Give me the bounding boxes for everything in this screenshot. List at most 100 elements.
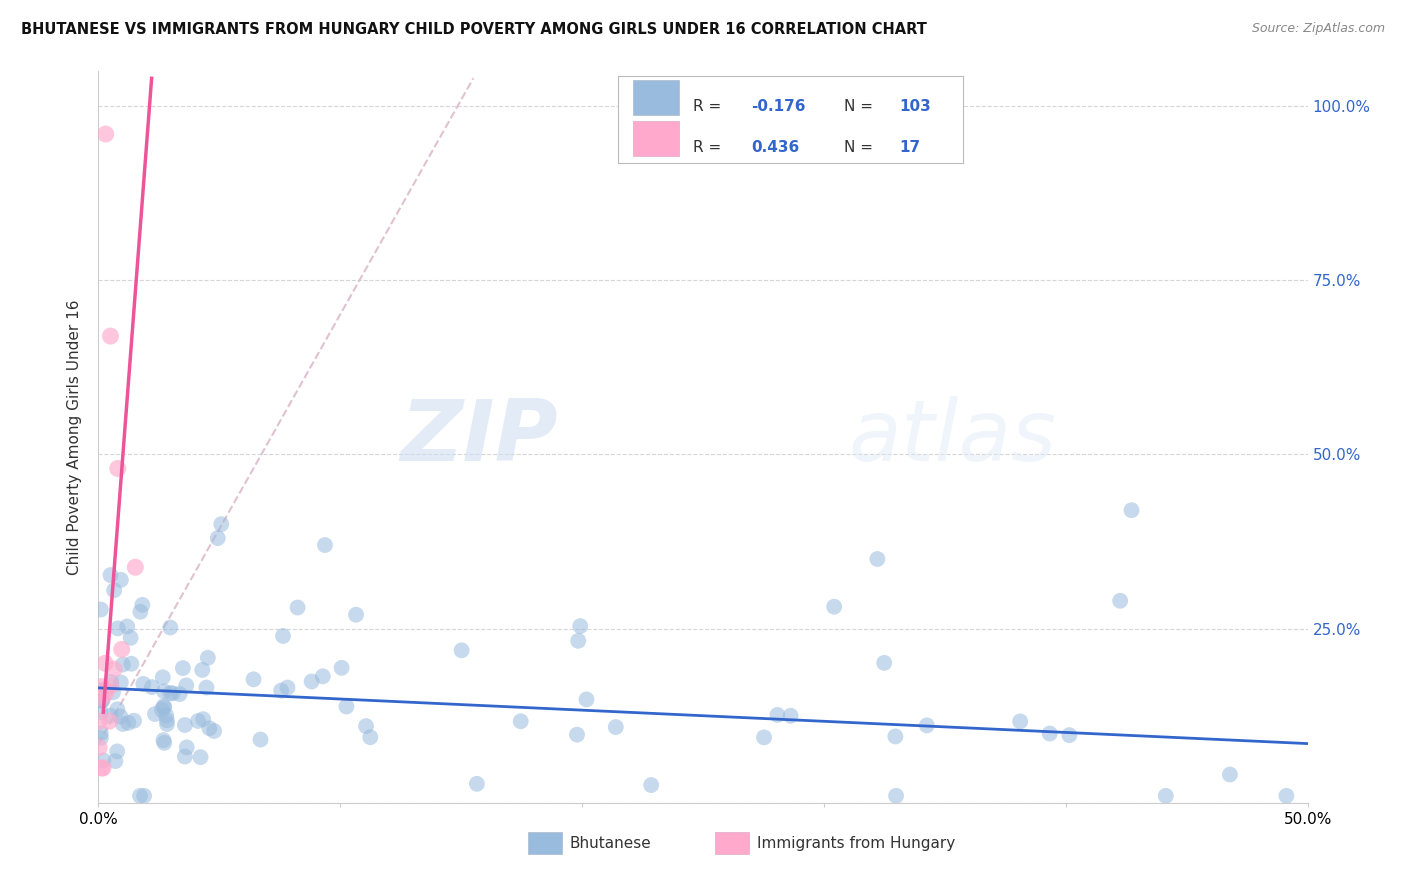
Text: 0.436: 0.436 (751, 140, 800, 154)
Point (766, 708, 789, 723)
Point (152, 699, 174, 714)
Point (100, 674, 122, 689)
Point (110, 573, 132, 587)
Point (509, 714, 531, 729)
Point (143, 706, 166, 721)
Point (174, 678, 197, 692)
Point (330, 661, 353, 675)
Point (752, 731, 775, 745)
Point (152, 733, 174, 747)
Point (90, 680, 112, 694)
Point (124, 560, 146, 574)
Point (90, 694, 112, 708)
Point (271, 629, 294, 643)
Point (110, 675, 132, 690)
Point (162, 686, 184, 700)
Point (915, 718, 938, 732)
Point (100, 708, 122, 723)
Point (1039, 726, 1062, 740)
Point (202, 724, 225, 739)
Text: N =: N = (845, 99, 879, 114)
Point (344, 607, 367, 622)
Point (873, 656, 896, 670)
Point (207, 531, 229, 545)
Point (287, 600, 309, 615)
Point (335, 699, 357, 714)
Point (779, 708, 801, 723)
Point (173, 718, 195, 732)
Point (242, 673, 264, 687)
Point (111, 657, 134, 672)
Point (100, 568, 122, 582)
Point (100, 329, 122, 343)
Point (173, 749, 195, 764)
Point (111, 717, 134, 731)
Point (94, 683, 117, 698)
Point (129, 605, 152, 619)
Point (90, 705, 112, 719)
Point (575, 692, 598, 706)
Text: atlas: atlas (848, 395, 1056, 479)
Point (156, 717, 179, 731)
Point (190, 750, 212, 764)
Point (152, 670, 174, 684)
Point (159, 620, 181, 634)
Point (450, 643, 472, 657)
Point (111, 642, 134, 657)
Text: R =: R = (693, 99, 727, 114)
Point (270, 683, 292, 698)
Point (105, 702, 128, 716)
Point (465, 777, 488, 791)
Point (567, 633, 589, 648)
Text: Immigrants from Hungary: Immigrants from Hungary (758, 836, 956, 851)
Text: ZIP: ZIP (401, 395, 558, 479)
Text: Bhutanese: Bhutanese (569, 836, 652, 851)
Point (132, 789, 155, 803)
Point (197, 650, 219, 665)
Point (90, 690, 112, 705)
Point (884, 789, 907, 803)
Point (101, 685, 124, 699)
Point (169, 687, 191, 701)
Point (103, 583, 125, 598)
Point (120, 657, 142, 671)
Point (141, 680, 163, 694)
Text: N =: N = (845, 140, 879, 154)
Point (172, 661, 194, 675)
Point (359, 730, 381, 744)
Point (100, 679, 122, 693)
Point (107, 461, 129, 475)
Point (354, 719, 377, 733)
Point (122, 714, 145, 728)
Point (129, 789, 152, 803)
Point (249, 732, 271, 747)
Point (193, 712, 215, 726)
Point (115, 619, 138, 633)
Point (94, 687, 117, 701)
Point (155, 708, 177, 723)
Point (159, 686, 181, 700)
Point (191, 663, 214, 677)
Point (312, 669, 335, 683)
Point (90, 731, 112, 745)
Point (187, 714, 209, 728)
Point (1121, 503, 1143, 517)
Point (153, 684, 176, 698)
Point (156, 714, 179, 728)
FancyBboxPatch shape (633, 80, 679, 115)
FancyBboxPatch shape (716, 832, 749, 854)
Point (276, 681, 298, 695)
Point (90, 682, 112, 697)
Point (131, 598, 153, 612)
Point (90, 761, 112, 775)
Point (132, 677, 155, 691)
FancyBboxPatch shape (527, 832, 561, 854)
Point (1109, 594, 1132, 608)
FancyBboxPatch shape (619, 77, 963, 163)
Point (94, 657, 117, 671)
Point (107, 621, 129, 635)
Point (301, 674, 323, 689)
Point (1219, 767, 1241, 781)
Point (91, 693, 114, 707)
Point (89, 714, 111, 729)
